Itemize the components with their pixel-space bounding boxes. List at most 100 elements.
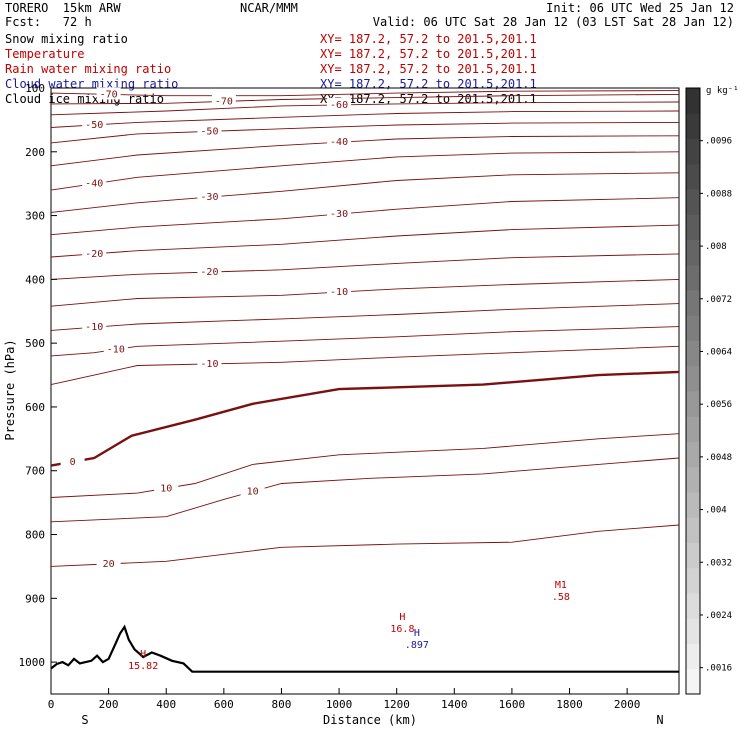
center-label: NCAR/MMM	[240, 1, 298, 15]
colorbar-tick-label: .0048	[705, 453, 732, 463]
isotherm-label: 10	[247, 486, 259, 497]
isotherm-line	[50, 121, 680, 144]
colorbar-band	[686, 365, 700, 392]
isotherm-label: -20	[85, 249, 103, 260]
isotherm-label: -10	[200, 359, 218, 370]
colorbar-tick-label: .0096	[705, 137, 732, 147]
colorbar-band	[686, 416, 700, 442]
isotherm-line	[50, 524, 680, 567]
colorbar-band	[686, 391, 700, 417]
x-axis: 0 200 400 600 800 1000 1200 1400 1600 1800 2000	[48, 688, 641, 711]
isotherm-label-bg	[327, 285, 352, 298]
x-tick-label: 800	[272, 698, 292, 711]
isotherm-label: -70	[100, 89, 118, 100]
x-tick-label: 1400	[441, 698, 468, 711]
extremum-marker: M1	[555, 580, 567, 591]
init-time: Init: 06 UTC Wed 25 Jan 12	[546, 1, 734, 15]
isotherm-label-bg	[82, 320, 107, 333]
colorbar-band	[686, 466, 700, 493]
isotherm-label: -10	[85, 322, 103, 333]
field-temp-name: Temperature	[5, 47, 85, 61]
colorbar-band	[686, 290, 700, 316]
field-rain-xy: XY= 187.2, 57.2 to 201.5,201.1	[320, 62, 537, 76]
isotherm-line	[50, 370, 680, 467]
isotherm-label-bg	[240, 484, 265, 497]
x-tick-label: 2000	[614, 698, 641, 711]
isotherm-line	[50, 110, 680, 128]
north-label: N	[656, 713, 663, 727]
isotherm-label: 20	[103, 559, 115, 570]
model-title: TORERO 15km ARW	[5, 1, 121, 15]
colorbar-band	[686, 643, 700, 670]
extremum-marker: H	[140, 649, 146, 660]
colorbar-tick-label: .0072	[705, 295, 732, 305]
isotherm-label: -70	[215, 96, 233, 107]
colorbar-band	[686, 517, 700, 543]
colorbar-band	[686, 189, 700, 215]
colorbar-tick-label: .0032	[705, 558, 732, 568]
colorbar-tick-label: .0056	[705, 400, 732, 410]
isotherm-label-bg	[96, 87, 121, 100]
y-tick-label: 500	[25, 337, 45, 350]
colorbar-band	[686, 113, 700, 139]
y-axis: 100 200 300 400 500 600 700 800 900 1000	[19, 82, 57, 669]
x-tick-label: 1200	[383, 698, 410, 711]
x-tick-label: 1800	[556, 698, 583, 711]
x-tick-label: 0	[48, 698, 55, 711]
isotherm-line	[50, 90, 680, 97]
isotherm-line	[50, 326, 680, 357]
isotherm-line	[50, 151, 680, 191]
isotherm-label: -50	[85, 120, 103, 131]
extremum-value: 16.8	[390, 624, 414, 635]
colorbar-tick-label: .0064	[705, 347, 732, 357]
isotherm-line	[50, 135, 680, 167]
isotherm-line	[50, 224, 680, 258]
colorbar-band	[686, 441, 700, 468]
isotherm-label: -60	[330, 100, 348, 111]
isotherm-label: -10	[107, 345, 125, 356]
colorbar-band	[686, 340, 700, 367]
isotherm-label-bg	[82, 246, 107, 259]
colorbar-band	[686, 138, 700, 165]
colorbar-frame	[685, 87, 701, 695]
colorbar-band	[686, 567, 700, 594]
field-snow-name: Snow mixing ratio	[5, 32, 128, 46]
south-label: S	[81, 713, 88, 727]
isotherm-contours: -70 -70 -60 -50 -50 -40 -40 -30 -30 -20 -20 -10 -10 -…	[50, 87, 680, 570]
isotherm-line	[50, 433, 680, 498]
isotherm-line	[50, 278, 680, 307]
extremum-value: .58	[552, 592, 570, 603]
isotherm-label: -30	[200, 192, 218, 203]
extremum-value: .897	[405, 640, 429, 651]
isotherm-label-bg	[327, 135, 352, 148]
isotherm-label-bg	[197, 356, 222, 369]
isotherm-line	[50, 253, 680, 280]
plot-frame	[50, 87, 680, 695]
isotherm-label-bg	[197, 190, 222, 203]
y-tick-label: 600	[25, 401, 45, 414]
field-temp-xy: XY= 187.2, 57.2 to 201.5,201.1	[320, 47, 537, 61]
terrain-line	[50, 624, 679, 673]
y-tick-label: 800	[25, 529, 45, 542]
isotherm-line	[50, 457, 680, 523]
field-snow-xy: XY= 187.2, 57.2 to 201.5,201.1	[320, 32, 537, 46]
isotherm-label-bg	[103, 342, 128, 355]
isotherm-line	[50, 345, 680, 386]
colorbar-tick-label: .004	[705, 506, 727, 516]
isotherm-label-bg	[60, 454, 85, 467]
y-tick-label: 1000	[19, 656, 46, 669]
isotherm-label-bg	[197, 265, 222, 278]
isotherm-label: -10	[330, 287, 348, 298]
isotherm-label-bg	[96, 556, 121, 569]
y-axis-label: Pressure (hPa)	[3, 339, 17, 440]
y-tick-label: 200	[25, 146, 45, 159]
colorbar-band	[686, 88, 700, 114]
colorbar-band	[686, 618, 700, 644]
extremum-marker: H	[414, 628, 420, 639]
x-tick-label: 400	[156, 698, 176, 711]
isotherm-label: -40	[330, 137, 348, 148]
isotherm-label-bg	[327, 206, 352, 219]
y-tick-label: 100	[25, 82, 45, 95]
colorbar: .0096 .0088 .008 .0072 .0064 .0056 .0048 .004 .0…	[685, 87, 732, 695]
